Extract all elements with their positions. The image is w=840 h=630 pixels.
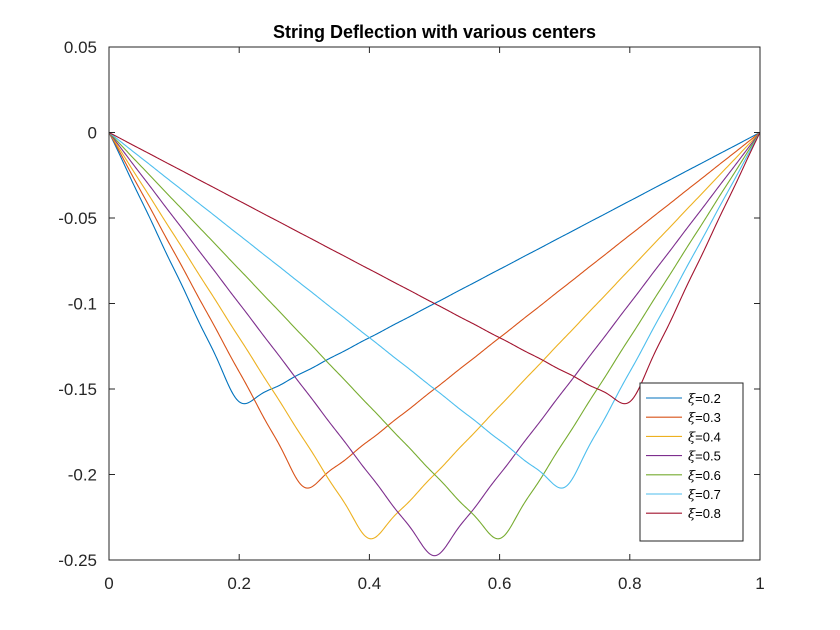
series-layer (108, 132, 761, 557)
legend-label-2: ξ=0.3 (688, 410, 721, 426)
legend-label-6: ξ=0.7 (688, 487, 721, 503)
legend-label-3: ξ=0.4 (688, 429, 721, 445)
legend-label-5: ξ=0.6 (688, 468, 721, 484)
legend: ξ=0.2 ξ=0.3 ξ=0.4 ξ=0.5 ξ=0.6 ξ=0.7 ξ=0.8 (639, 382, 744, 542)
series-line-7 (108, 132, 761, 405)
y-tick-label: 0 (88, 124, 97, 143)
y-tick-label: -0.2 (68, 466, 97, 485)
y-tick-label: -0.1 (68, 295, 97, 314)
legend-label-7: ξ=0.8 (688, 506, 721, 522)
series-line-4 (108, 132, 761, 557)
legend-box (639, 382, 744, 542)
legend-label-1: ξ=0.2 (688, 391, 721, 407)
series-line-5 (108, 132, 761, 540)
x-tick-label: 1 (755, 574, 764, 593)
y-tick-label: -0.05 (58, 209, 97, 228)
ticks-layer: 0 0.2 0.4 0.6 0.8 1 0.05 0 -0.05 -0.1 -0.15 -0.2 -0.… (58, 38, 764, 593)
x-tick-label: 0.6 (488, 574, 512, 593)
y-tick-label: 0.05 (64, 38, 97, 57)
x-tick-label: 0 (104, 574, 113, 593)
chart-title: String Deflection with various centers (273, 22, 596, 42)
y-tick-label: -0.25 (58, 551, 97, 570)
series-line-6 (108, 132, 761, 489)
x-tick-label: 0.4 (358, 574, 382, 593)
y-tick-label: -0.15 (58, 380, 97, 399)
x-tick-label: 0.2 (227, 574, 251, 593)
legend-label-4: ξ=0.5 (688, 449, 721, 465)
x-tick-label: 0.8 (618, 574, 642, 593)
